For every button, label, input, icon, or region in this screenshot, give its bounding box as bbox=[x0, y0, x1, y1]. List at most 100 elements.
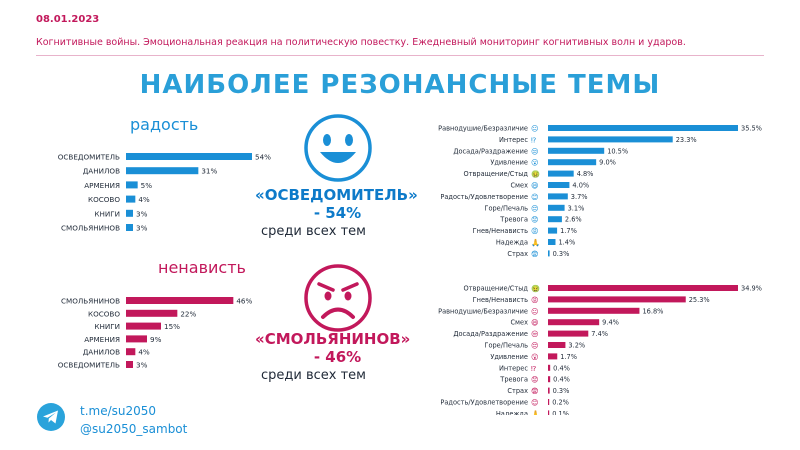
emotion-icon: 😄 bbox=[531, 181, 539, 190]
category-label: Радость/Удовлетворение bbox=[440, 399, 528, 407]
category-label: Смех bbox=[510, 319, 528, 327]
category-label: Горе/Печаль bbox=[484, 342, 528, 350]
category-label: ОСВЕДОМИТЕЛЬ bbox=[58, 153, 120, 162]
category-label: Удивление bbox=[490, 159, 528, 167]
emotion-icon: 😐 bbox=[531, 307, 539, 316]
emotion-icon: 😮 bbox=[531, 352, 539, 361]
chart-hate-topics: СМОЛЬЯНИНОВ 46% КОСОВО 22% КНИГИ 15% АРМЕНИЯ 9%… bbox=[58, 297, 253, 370]
bar bbox=[548, 182, 570, 188]
bar bbox=[548, 136, 673, 143]
category-label: Гнев/Ненависть bbox=[473, 227, 529, 235]
category-label: Страх bbox=[507, 387, 528, 395]
value-label: 3.1% bbox=[568, 204, 585, 212]
highlight-joy-note: среди всех тем bbox=[261, 224, 366, 239]
value-label: 3.2% bbox=[568, 342, 585, 350]
highlight-hate-name: «СМОЛЬЯНИНОВ» bbox=[255, 330, 411, 348]
bar bbox=[126, 224, 133, 231]
emotion-icon: 😡 bbox=[531, 227, 539, 236]
category-label: Досада/Раздражение bbox=[453, 330, 528, 338]
category-label: Радость/Удовлетворение bbox=[440, 193, 528, 201]
bar bbox=[548, 285, 738, 291]
bar bbox=[548, 307, 640, 314]
value-label: 1.7% bbox=[560, 353, 577, 361]
bar bbox=[126, 297, 234, 304]
bar bbox=[548, 147, 605, 154]
category-label: КНИГИ bbox=[94, 322, 120, 331]
bar bbox=[548, 170, 574, 177]
bar bbox=[126, 209, 133, 217]
highlight-hate: «СМОЛЬЯНИНОВ» - 46% среди всех тем bbox=[255, 330, 420, 383]
value-label: 15% bbox=[164, 322, 180, 331]
value-label: 4% bbox=[138, 348, 150, 357]
telegram-icon bbox=[37, 403, 65, 431]
value-label: 9.0% bbox=[599, 159, 616, 167]
emotion-icon: 🤢 bbox=[531, 170, 540, 179]
chart-hate-emotions: Отвращение/Стыд 🤢 34.9% Гнев/Ненависть 😡 25.3… bbox=[438, 284, 762, 415]
emotion-icon: 🤢 bbox=[531, 284, 540, 293]
value-label: 0.4% bbox=[553, 376, 570, 384]
value-label: 4.0% bbox=[572, 182, 589, 190]
category-label: КОСОВО bbox=[88, 309, 120, 318]
highlight-joy-value: - 54% bbox=[313, 204, 362, 222]
value-label: 4.8% bbox=[577, 170, 594, 178]
category-label: АРМЕНИЯ bbox=[84, 181, 120, 190]
value-label: 46% bbox=[236, 297, 252, 306]
emotion-icon: 😔 bbox=[531, 204, 539, 213]
highlight-hate-value: - 46% bbox=[313, 348, 362, 366]
value-label: 0.3% bbox=[553, 250, 570, 258]
emotion-icon: ⁉ bbox=[531, 364, 536, 373]
emotion-icon: 😡 bbox=[531, 295, 539, 304]
header-divider bbox=[36, 55, 764, 56]
bot-handle[interactable]: @su2050_sambot bbox=[80, 422, 188, 436]
angry-face-icon bbox=[304, 264, 372, 332]
value-label: 22% bbox=[180, 309, 196, 318]
bar bbox=[126, 335, 147, 343]
bar bbox=[548, 250, 550, 257]
bar bbox=[126, 309, 178, 317]
category-label: ДАНИЛОВ bbox=[83, 167, 120, 176]
bar bbox=[548, 376, 551, 383]
bar bbox=[548, 204, 565, 211]
bar bbox=[548, 410, 550, 415]
bar bbox=[126, 181, 138, 189]
bar bbox=[548, 296, 686, 303]
value-label: 3% bbox=[136, 224, 148, 233]
report-date: 08.01.2023 bbox=[36, 14, 100, 25]
emotion-icon: 😐 bbox=[531, 124, 539, 133]
value-label: 3% bbox=[136, 209, 148, 218]
category-label: Надежда bbox=[496, 410, 528, 415]
value-label: 2.6% bbox=[565, 216, 582, 224]
value-label: 54% bbox=[255, 153, 271, 162]
bar bbox=[548, 125, 738, 131]
bar bbox=[548, 364, 551, 371]
telegram-link[interactable]: t.me/su2050 bbox=[80, 404, 157, 418]
category-label: ОСВЕДОМИТЕЛЬ bbox=[58, 361, 120, 370]
bar bbox=[548, 239, 556, 245]
page-title: НАИБОЛЕЕ РЕЗОНАНСНЫЕ ТЕМЫ bbox=[139, 70, 661, 100]
category-label: Отвращение/Стыд bbox=[464, 170, 529, 178]
bar bbox=[126, 322, 161, 330]
value-label: 3.7% bbox=[571, 193, 588, 201]
section-label-hate: ненависть bbox=[158, 258, 246, 277]
value-label: 3% bbox=[136, 361, 148, 370]
category-label: ДАНИЛОВ bbox=[83, 348, 120, 357]
chart-joy-topics: ОСВЕДОМИТЕЛЬ 54% ДАНИЛОВ 31% АРМЕНИЯ 5% КОСОВО… bbox=[58, 153, 271, 233]
bar bbox=[126, 361, 133, 368]
emotion-icon: 😨 bbox=[531, 249, 539, 258]
category-label: Отвращение/Стыд bbox=[464, 285, 529, 293]
category-label: СМОЛЬЯНИНОВ bbox=[61, 297, 120, 306]
emotion-icon: 🙏 bbox=[531, 409, 540, 415]
value-label: 31% bbox=[201, 167, 217, 176]
bar bbox=[126, 167, 199, 175]
emotion-icon: 😨 bbox=[531, 387, 539, 396]
category-label: Досада/Раздражение bbox=[453, 147, 528, 155]
value-label: 4% bbox=[138, 195, 150, 204]
value-label: 1.4% bbox=[558, 239, 575, 247]
highlight-joy: «ОСВЕДОМИТЕЛЬ» - 54% среди всех тем bbox=[255, 186, 420, 239]
category-label: КНИГИ bbox=[94, 209, 120, 218]
value-label: 25.3% bbox=[689, 296, 710, 304]
value-label: 23.3% bbox=[676, 136, 697, 144]
value-label: 0.2% bbox=[552, 399, 569, 407]
category-label: Интерес bbox=[499, 136, 528, 144]
category-label: Удивление bbox=[490, 353, 528, 361]
